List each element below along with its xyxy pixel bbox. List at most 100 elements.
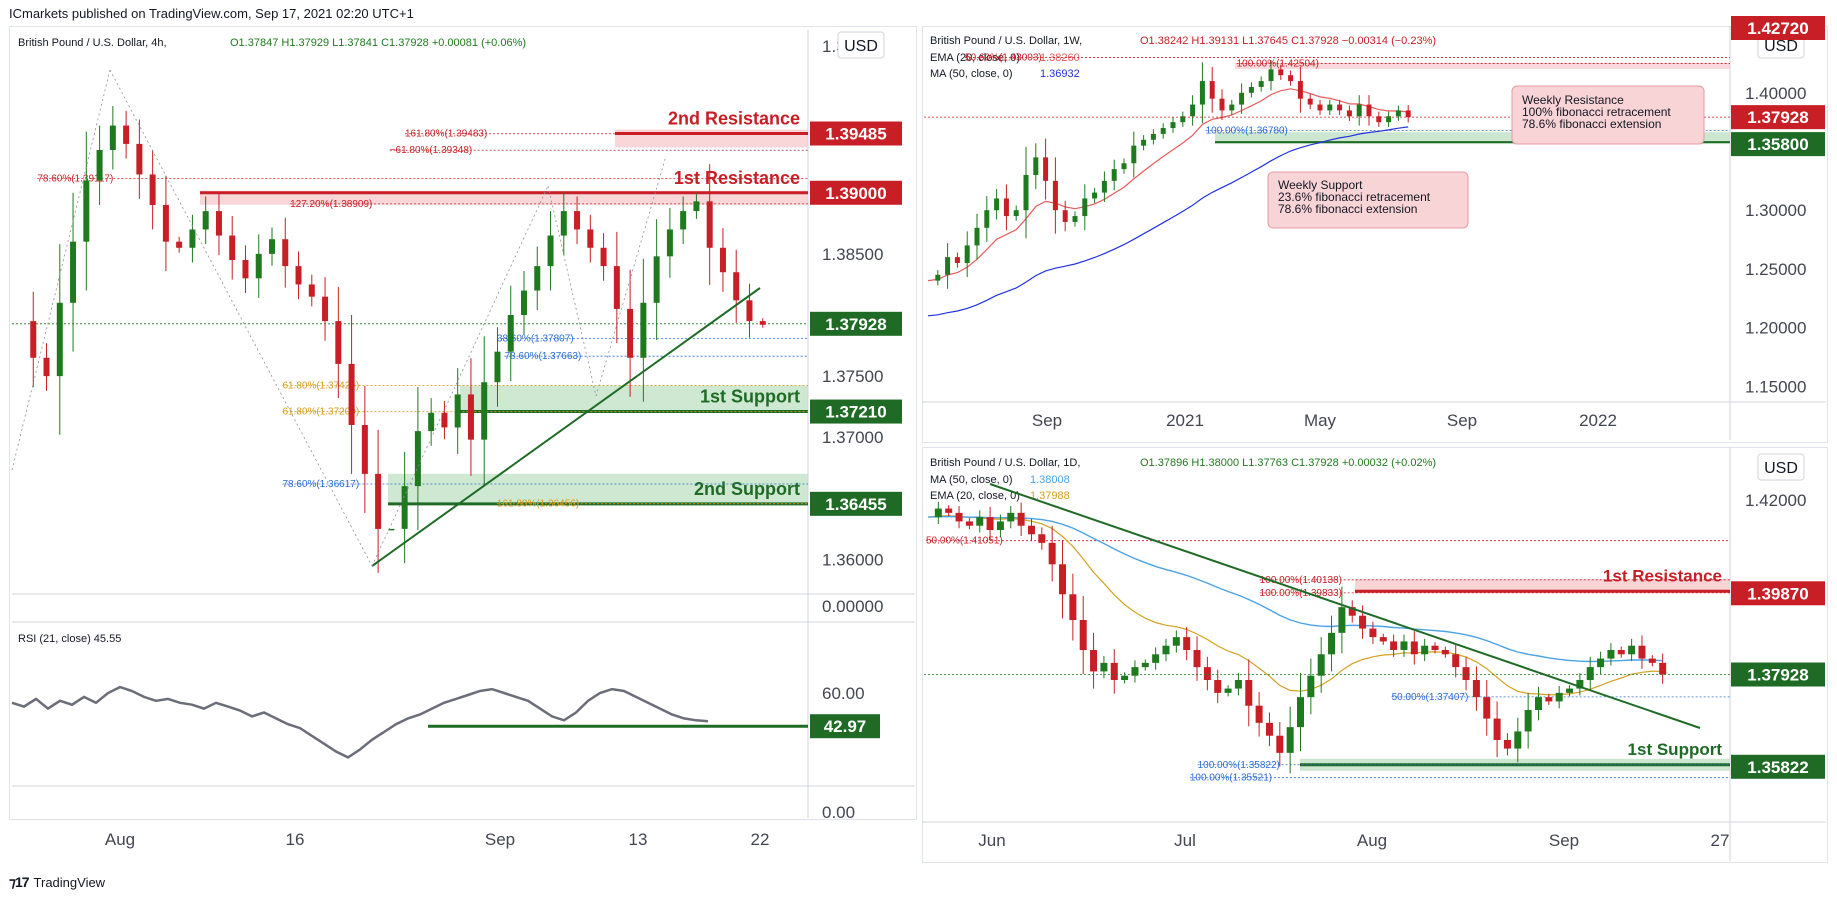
chart-4h-title: British Pound / U.S. Dollar, 4h, bbox=[18, 37, 167, 49]
chart-1d-panel bbox=[922, 447, 1828, 863]
chart-4h-fib-label: 61.80%(1.37424) bbox=[282, 380, 359, 391]
chart-1d-candle bbox=[1617, 650, 1625, 655]
chart-1w-candle bbox=[1121, 163, 1127, 170]
chart-1d-candle bbox=[965, 521, 973, 526]
chart-1d-indicator-value: 1.38008 bbox=[1030, 474, 1070, 486]
chart-4h-y-tick: 1.37500 bbox=[822, 367, 883, 386]
chart-4h-fib-label: 61.80%(1.37209) bbox=[282, 407, 359, 418]
chart-1w-candle bbox=[1268, 69, 1274, 82]
chart-1w-last-tag-bg bbox=[1731, 105, 1825, 130]
chart-1d-candle bbox=[1338, 607, 1346, 633]
chart-1d-zone bbox=[1355, 579, 1730, 592]
chart-1w-candle bbox=[1141, 139, 1147, 146]
chart-4h-candle bbox=[162, 205, 169, 242]
chart-1w-candle bbox=[1111, 169, 1117, 181]
chart-4h-candle bbox=[666, 229, 673, 257]
chart-4h-level-tag-bg bbox=[810, 180, 902, 205]
chart-4h-level-tag: 1.39000 bbox=[825, 184, 886, 203]
chart-1w-ohlc: O1.38242 H1.39131 L1.37645 C1.37928 −0.0… bbox=[1140, 35, 1436, 47]
chart-4h-candle bbox=[109, 125, 116, 150]
chart-1d-candle bbox=[1131, 667, 1139, 676]
chart-4h-y-tick: 1.36000 bbox=[822, 550, 883, 569]
weekly-support-text: 23.6% fibonacci retracement bbox=[1278, 190, 1431, 204]
chart-1d-candle bbox=[986, 517, 994, 530]
chart-1d-candle bbox=[1090, 650, 1098, 672]
chart-4h-candle bbox=[414, 431, 421, 487]
chart-1d-x-tick: Aug bbox=[1357, 831, 1387, 850]
chart-4h-level-tag: 1.36455 bbox=[825, 495, 886, 514]
chart-1w-candle bbox=[1307, 98, 1313, 105]
chart-1w-sup-tag: 1.35800 bbox=[1747, 135, 1808, 154]
chart-4h-zigzag bbox=[109, 69, 373, 567]
chart-1d-candle bbox=[1462, 667, 1470, 680]
chart-1d-fib-label: 100.00%(1.35822) bbox=[1198, 760, 1280, 771]
chart-1d-candle bbox=[1659, 662, 1667, 675]
chart-4h-candle bbox=[428, 412, 435, 432]
chart-4h-candle bbox=[123, 125, 130, 144]
chart-1w-last-tag: 1.37928 bbox=[1747, 108, 1808, 127]
chart-1d-candle bbox=[1038, 534, 1046, 543]
chart-4h-level-label: 2nd Resistance bbox=[668, 109, 800, 129]
chart-4h-level-tag-bg bbox=[810, 491, 902, 516]
tradingview-logo: ⁊17 TradingView bbox=[9, 874, 105, 891]
chart-1w-candle bbox=[1131, 145, 1137, 164]
chart-4h-candle bbox=[653, 256, 660, 303]
chart-1d-candle bbox=[1431, 645, 1439, 650]
chart-4h-y-tick: 1.38500 bbox=[822, 245, 883, 264]
chart-1w-candle bbox=[1386, 116, 1392, 123]
chart-1w-candle bbox=[1052, 180, 1058, 211]
chart-1d-candle bbox=[1307, 675, 1315, 698]
chart-1w-indicator-value: 1.38260 bbox=[1040, 52, 1080, 64]
chart-4h-level-label: 1st Resistance bbox=[674, 168, 800, 188]
chart-1d-candle bbox=[1110, 662, 1118, 680]
chart-1d-candle bbox=[934, 508, 942, 518]
weekly-resistance-text: Weekly Resistance bbox=[1522, 93, 1624, 107]
chart-1w-candle bbox=[1405, 110, 1411, 118]
chart-1d-candle bbox=[976, 517, 984, 526]
chart-1d-candle bbox=[1265, 722, 1273, 736]
chart-4h-candle bbox=[719, 247, 726, 273]
chart-4h-candle bbox=[481, 382, 488, 440]
weekly-support-text: 78.6% fibonacci extension bbox=[1278, 202, 1417, 216]
chart-1d-candle bbox=[1162, 645, 1170, 655]
chart-4h-candle bbox=[215, 211, 222, 236]
chart-1d-fib-label: 50.00%(1.37407) bbox=[1392, 692, 1469, 703]
chart-1d-trendline bbox=[989, 483, 1701, 729]
chart-1d-candle bbox=[1472, 680, 1480, 698]
chart-1d-candle bbox=[1555, 692, 1563, 702]
chart-4h-candle bbox=[574, 211, 581, 230]
chart-1w-candle bbox=[1033, 157, 1039, 175]
chart-1d-level-tag: 1.35822 bbox=[1747, 758, 1808, 777]
chart-4h-candle bbox=[96, 150, 103, 181]
chart-4h-zigzag bbox=[11, 69, 111, 471]
chart-1w-candle bbox=[974, 227, 980, 246]
chart-1d-candle bbox=[1183, 637, 1191, 650]
chart-1w-candle bbox=[1248, 86, 1254, 93]
chart-1w-candle bbox=[1072, 216, 1078, 222]
chart-1d-candle bbox=[1524, 710, 1532, 732]
chart-1d-candle bbox=[1048, 542, 1056, 565]
chart-4h-fib-label: −61.80%(1.39348) bbox=[390, 145, 473, 156]
chart-4h-fib-label: 161.80%(1.39483) bbox=[405, 129, 487, 140]
chart-1w-title: British Pound / U.S. Dollar, 1W, bbox=[930, 35, 1082, 47]
chart-1d-candle bbox=[1566, 688, 1574, 693]
chart-1d-indicator-label: MA (50, close, 0) bbox=[930, 474, 1013, 486]
chart-1w-candle bbox=[1023, 174, 1029, 211]
chart-4h-candle bbox=[269, 239, 275, 254]
chart-1d-candle bbox=[1193, 650, 1201, 668]
chart-1w-candle bbox=[1395, 110, 1401, 117]
chart-4h-candle bbox=[441, 412, 448, 428]
chart-1d-candle bbox=[1172, 637, 1180, 646]
chart-4h-candle bbox=[534, 266, 541, 291]
chart-4h-last-tag: 1.37928 bbox=[825, 315, 886, 334]
chart-1w-indicator-value: 1.36932 bbox=[1040, 68, 1080, 80]
chart-1d-candle bbox=[1214, 680, 1222, 693]
chart-1w-candle bbox=[1082, 198, 1088, 217]
chart-1w-candle bbox=[1180, 116, 1186, 123]
chart-4h-candle bbox=[295, 266, 302, 285]
chart-4h-candle bbox=[759, 321, 766, 325]
chart-4h-level-label: 2nd Support bbox=[694, 479, 800, 499]
rsi-level-tag: 42.97 bbox=[824, 717, 867, 736]
chart-1w-candle bbox=[1190, 104, 1196, 117]
